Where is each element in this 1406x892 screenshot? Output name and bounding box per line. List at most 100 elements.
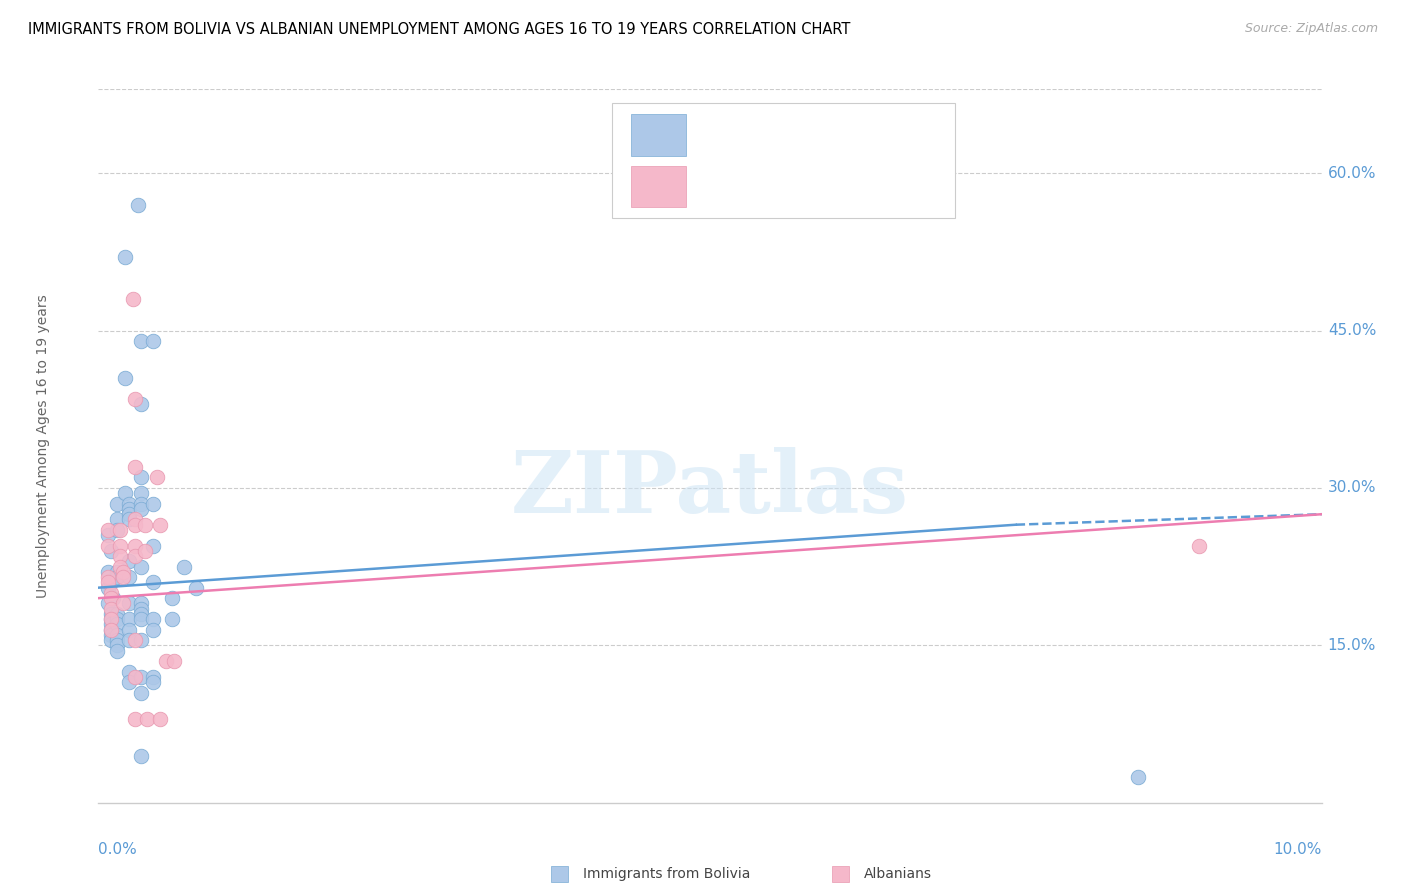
Point <box>114 371 136 385</box>
Text: 45.0%: 45.0% <box>1327 323 1376 338</box>
Point <box>129 397 152 411</box>
Point <box>124 670 146 684</box>
Point <box>114 250 136 264</box>
Point <box>129 748 152 763</box>
Point <box>129 497 152 511</box>
Point <box>142 575 165 590</box>
Point <box>160 591 183 606</box>
Text: R = 0.070   N = 69: R = 0.070 N = 69 <box>704 128 862 143</box>
Point <box>124 517 146 532</box>
Point <box>97 575 120 590</box>
Point <box>134 517 156 532</box>
Point <box>129 601 152 615</box>
Point <box>186 581 208 595</box>
Point <box>118 512 141 526</box>
FancyBboxPatch shape <box>630 114 686 155</box>
Point <box>97 581 120 595</box>
Point <box>105 523 128 537</box>
Point <box>105 617 128 632</box>
Point <box>129 670 152 684</box>
Point <box>149 517 172 532</box>
FancyBboxPatch shape <box>551 866 568 882</box>
Text: Albanians: Albanians <box>865 867 932 881</box>
Point <box>118 675 141 690</box>
Text: ZIPatlas: ZIPatlas <box>510 447 910 531</box>
Text: IMMIGRANTS FROM BOLIVIA VS ALBANIAN UNEMPLOYMENT AMONG AGES 16 TO 19 YEARS CORRE: IMMIGRANTS FROM BOLIVIA VS ALBANIAN UNEM… <box>28 22 851 37</box>
Point <box>121 292 143 306</box>
Point <box>100 544 122 558</box>
Point <box>97 596 120 610</box>
Point <box>127 197 149 211</box>
Point <box>100 591 122 606</box>
Point <box>124 539 146 553</box>
Point <box>118 665 141 679</box>
Point <box>105 512 128 526</box>
Point <box>129 502 152 516</box>
Point <box>1128 770 1150 784</box>
Point <box>124 392 146 406</box>
Point <box>100 575 122 590</box>
Point <box>163 654 186 668</box>
Point <box>105 570 128 584</box>
Point <box>100 617 122 632</box>
Point <box>142 675 165 690</box>
Point <box>100 623 122 637</box>
Point <box>124 460 146 475</box>
Point <box>118 570 141 584</box>
Point <box>129 607 152 621</box>
Point <box>110 523 132 537</box>
Point <box>105 633 128 648</box>
Point <box>110 559 132 574</box>
Point <box>1188 539 1211 553</box>
Point <box>129 596 152 610</box>
Text: Source: ZipAtlas.com: Source: ZipAtlas.com <box>1244 22 1378 36</box>
FancyBboxPatch shape <box>832 866 849 882</box>
Point <box>142 497 165 511</box>
Point <box>105 497 128 511</box>
Point <box>124 633 146 648</box>
Point <box>105 639 128 653</box>
Point <box>100 586 122 600</box>
Point <box>111 596 134 610</box>
Point <box>124 712 146 726</box>
Point <box>136 712 159 726</box>
FancyBboxPatch shape <box>612 103 955 218</box>
Point <box>105 628 128 642</box>
Point <box>124 512 146 526</box>
Point <box>100 633 122 648</box>
Point <box>97 528 120 542</box>
Point <box>173 559 195 574</box>
FancyBboxPatch shape <box>630 166 686 207</box>
Text: 10.0%: 10.0% <box>1274 842 1322 857</box>
Point <box>118 612 141 626</box>
Point <box>100 623 122 637</box>
Point <box>100 628 122 642</box>
Point <box>118 623 141 637</box>
Text: 30.0%: 30.0% <box>1327 481 1376 495</box>
Point <box>118 554 141 568</box>
Point <box>118 596 141 610</box>
Point <box>118 502 141 516</box>
Point <box>100 612 122 626</box>
Point <box>129 612 152 626</box>
Point <box>101 591 124 606</box>
Point <box>97 565 120 579</box>
Point <box>97 539 120 553</box>
Point <box>129 470 152 484</box>
Point <box>155 654 177 668</box>
Point <box>129 334 152 348</box>
Point <box>129 486 152 500</box>
Point <box>118 507 141 521</box>
Point <box>146 470 169 484</box>
Point <box>105 607 128 621</box>
Point <box>134 544 156 558</box>
Point <box>142 623 165 637</box>
Point <box>105 643 128 657</box>
Point <box>97 570 120 584</box>
Point <box>105 565 128 579</box>
Point <box>100 612 122 626</box>
Point <box>142 670 165 684</box>
Point <box>97 523 120 537</box>
Text: Immigrants from Bolivia: Immigrants from Bolivia <box>582 867 751 881</box>
Point <box>105 612 128 626</box>
